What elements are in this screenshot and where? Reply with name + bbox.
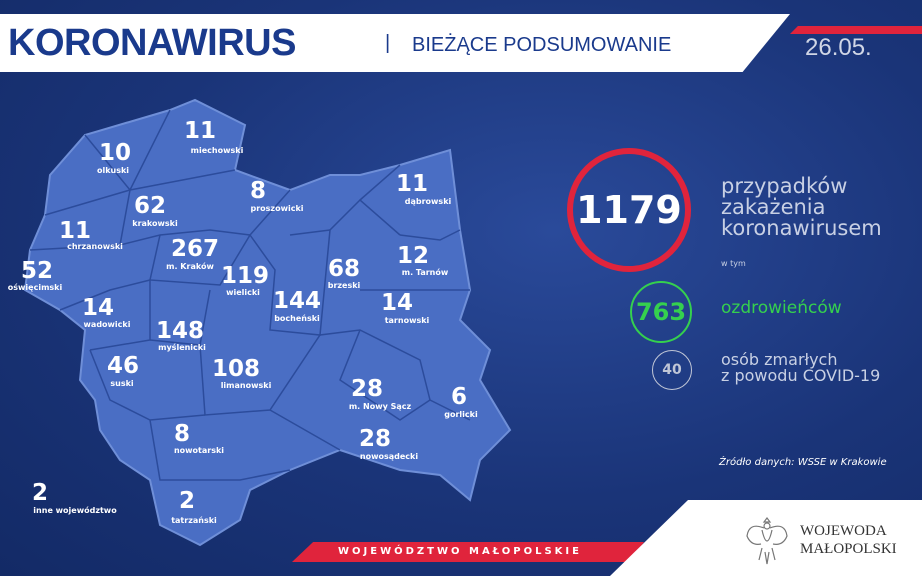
accent-stripe bbox=[790, 26, 922, 34]
data-source: Źródło danych: WSSE w Krakowie bbox=[719, 457, 887, 468]
district-borders bbox=[29, 109, 471, 481]
deaths-label: osób zmarłych z powodu COVID-19 bbox=[721, 350, 881, 385]
recovered-badge: 763 bbox=[630, 281, 692, 343]
logo-text: WOJEWODA MAŁOPOLSKI bbox=[800, 523, 897, 557]
eagle-emblem-icon bbox=[746, 517, 788, 565]
total-cases-label: przypadków zakażenia koronawirusem bbox=[721, 174, 882, 240]
title-separator: | bbox=[385, 32, 391, 54]
region-outline bbox=[23, 98, 512, 547]
page-subtitle: BIEŻĄCE PODSUMOWANIE bbox=[412, 34, 672, 56]
total-cases-badge: 1179 bbox=[567, 148, 691, 272]
page-title: KORONAWIRUS bbox=[8, 22, 296, 64]
report-date: 26.05. bbox=[805, 34, 872, 61]
region-name: WOJEWÓDZTWO MAŁOPOLSKIE bbox=[338, 546, 582, 557]
recovered-label: ozdrowieńców bbox=[721, 298, 842, 318]
including-label: w tym bbox=[721, 259, 746, 268]
deaths-badge: 40 bbox=[652, 350, 692, 390]
header-banner bbox=[0, 14, 790, 72]
region-ribbon bbox=[292, 542, 644, 562]
